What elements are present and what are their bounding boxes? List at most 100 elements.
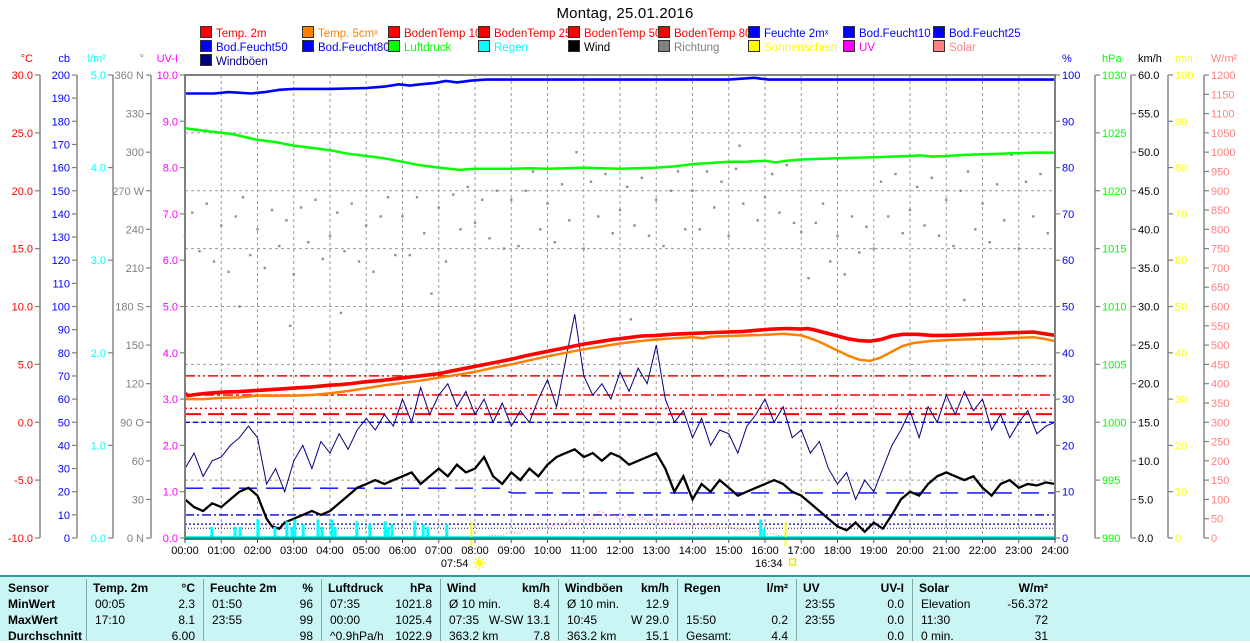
svg-text:70: 70 <box>1175 209 1187 221</box>
table-value: 98 <box>299 629 313 643</box>
svg-text:0.0: 0.0 <box>1138 533 1153 545</box>
legend-swatch <box>200 40 212 52</box>
table-row-label: MinWert <box>8 597 56 611</box>
svg-text:70: 70 <box>58 371 70 383</box>
table-value: 1025.4 <box>395 613 432 627</box>
svg-text:35.0: 35.0 <box>1138 263 1159 275</box>
svg-text:995: 995 <box>1102 475 1120 487</box>
table-col-unit: UV-I <box>880 581 904 595</box>
axis-cb: 2001901801701601501401301201101009080706… <box>52 53 78 545</box>
axis-°C: 30.0 25.0 20.0 15.0 10.0 5.0 0.0 -5.0 -10.0 °C <box>8 53 41 545</box>
weather-chart: 30.025.020.015.010.05.00.0-5.0-10.0°C 20 0… <box>8 53 1238 570</box>
svg-text:0: 0 <box>1175 533 1181 545</box>
svg-text:30: 30 <box>1175 394 1187 406</box>
svg-text:90: 90 <box>58 325 70 337</box>
statistics-table: Sensor MinWert MaxWert Durchschnitt Temp. 2m… <box>0 575 1250 643</box>
svg-text:40: 40 <box>1175 348 1187 360</box>
svg-text:4.0: 4.0 <box>91 163 106 175</box>
axis-UV-I: 10.0 9.0 8.0 7.0 6.0 5.0 4.0 3.0 2.0 1.0 0.0 UV-I <box>157 53 186 545</box>
svg-text:120: 120 <box>126 379 144 391</box>
sunset-icon <box>788 558 797 566</box>
svg-text:6.0: 6.0 <box>163 255 178 267</box>
table-value-time: ^0.9hPa/h <box>330 629 384 643</box>
svg-text:1030: 1030 <box>1102 70 1126 82</box>
svg-text:100: 100 <box>1175 70 1193 82</box>
axis-W/m²: 1200115011001050100095090085080075070065… <box>1203 53 1238 545</box>
table-value-time: Ø 10 min. <box>449 597 502 611</box>
table-value-time: 23:55 <box>805 613 836 627</box>
svg-text:1000: 1000 <box>1211 147 1235 159</box>
svg-text:50: 50 <box>1062 302 1074 314</box>
table-value: 4.4 <box>771 629 788 643</box>
legend-swatch <box>388 40 400 52</box>
svg-text:1150: 1150 <box>1211 89 1235 101</box>
svg-text:100: 100 <box>1211 494 1229 506</box>
legend-item-richtung: Richtung <box>658 40 719 55</box>
x-tick-label: 07:00 <box>425 545 453 557</box>
svg-text:5.0: 5.0 <box>163 302 178 314</box>
table-value: 99 <box>299 613 313 627</box>
sun-times: 07:54 16:34 <box>441 556 797 570</box>
svg-text:80: 80 <box>58 348 70 360</box>
legend-item-bod-feucht25: Bod.Feucht25 <box>933 26 1021 41</box>
series-temp-5cm <box>185 332 1056 401</box>
table-value-time: 23:55 <box>805 597 836 611</box>
table-row-label: Sensor <box>8 581 49 595</box>
svg-text:50: 50 <box>1175 302 1187 314</box>
x-tick-label: 21:00 <box>932 545 960 557</box>
table-value: 6.00 <box>171 629 195 643</box>
table-col-name: Windböen <box>565 581 623 595</box>
series-windb-en <box>184 314 1056 501</box>
svg-text:240: 240 <box>126 224 144 236</box>
table-col-name: Temp. 2m <box>93 581 149 595</box>
series-wind <box>184 447 1056 534</box>
legend-item-temp-5cm-: Temp. 5cmˣ <box>302 26 378 41</box>
table-value: 96 <box>299 597 313 611</box>
series-solar <box>485 509 787 538</box>
svg-text:5.0: 5.0 <box>1138 494 1153 506</box>
table-value: 12.9 <box>645 597 669 611</box>
legend-item-bodentemp-50: BodenTemp 50 <box>568 26 661 41</box>
legend-label: Temp. 2m <box>216 28 267 40</box>
legend-label: Wind <box>584 42 611 54</box>
svg-text:20: 20 <box>1062 440 1074 452</box>
svg-text:40: 40 <box>58 440 70 452</box>
sunrise-icon <box>472 556 486 570</box>
table-row-label: Durchschnitt <box>8 629 83 643</box>
legend-item-bod-feucht10: Bod.Feucht10 <box>843 26 931 41</box>
svg-text:50.0: 50.0 <box>1138 147 1159 159</box>
svg-text:120: 120 <box>52 255 70 267</box>
svg-text:210: 210 <box>126 263 144 275</box>
svg-text:7.0: 7.0 <box>163 209 178 221</box>
svg-text:800: 800 <box>1211 224 1229 236</box>
legend-label: Solar <box>949 42 976 54</box>
legend-item-bod-feucht50: Bod.Feucht50 <box>200 40 288 55</box>
legend-label: Richtung <box>674 42 720 54</box>
sunset-time: 16:34 <box>755 558 783 570</box>
table-value-time: 0 min. <box>921 629 954 643</box>
svg-text:500: 500 <box>1211 340 1229 352</box>
svg-text:1.0: 1.0 <box>91 440 106 452</box>
table-col-unit: W/m² <box>1018 581 1048 595</box>
table-value: 8.4 <box>533 597 550 611</box>
x-tick-label: 20:00 <box>896 545 924 557</box>
svg-text:20: 20 <box>1175 440 1187 452</box>
svg-text:140: 140 <box>52 209 70 221</box>
x-tick-label: 24:00 <box>1041 545 1069 557</box>
x-tick-label: 08:00 <box>461 545 489 557</box>
table-value-time: 00:05 <box>95 597 126 611</box>
table-separator <box>796 579 797 641</box>
table-separator <box>558 579 559 641</box>
svg-text:40.0: 40.0 <box>1138 224 1159 236</box>
svg-text:3.0: 3.0 <box>163 394 178 406</box>
x-tick-label: 11:00 <box>570 545 597 557</box>
svg-text:3.0: 3.0 <box>91 255 106 267</box>
axis-unit-label: % <box>1062 53 1072 65</box>
table-col-unit: °C <box>181 581 195 595</box>
svg-text:1050: 1050 <box>1211 128 1235 140</box>
svg-text:0.0: 0.0 <box>91 533 106 545</box>
svg-text:30: 30 <box>1062 394 1074 406</box>
series-feuchte-2m <box>185 76 1055 95</box>
legend-swatch <box>568 26 580 38</box>
